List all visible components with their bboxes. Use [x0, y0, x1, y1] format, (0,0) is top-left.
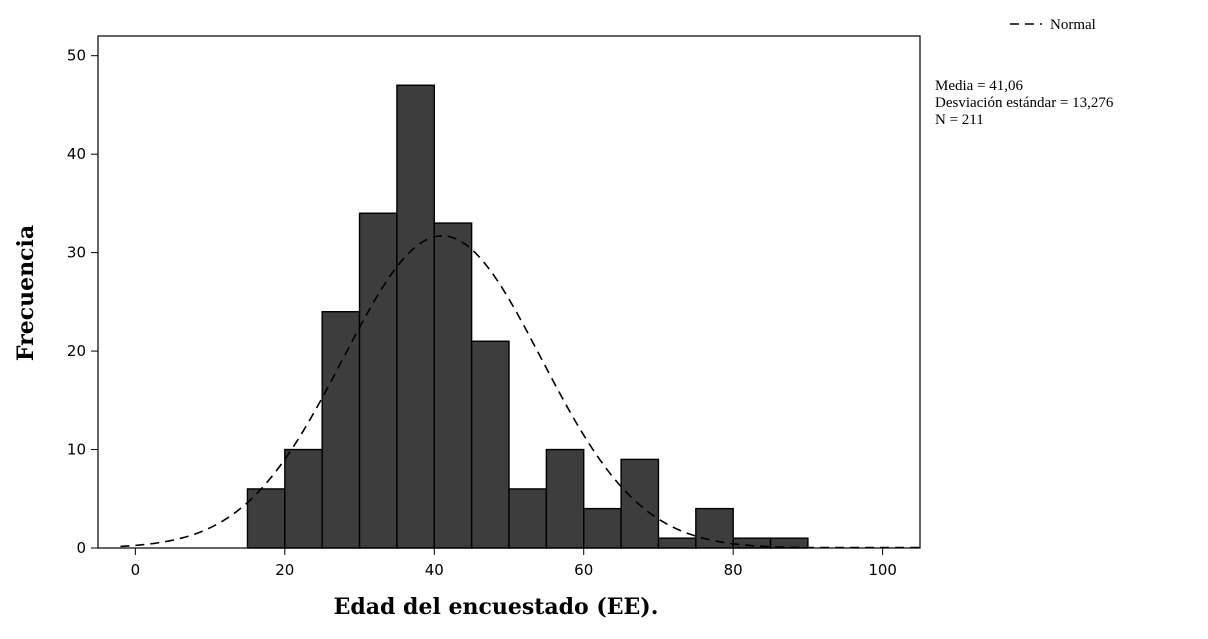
histogram-bar-12 [695, 507, 734, 549]
stats-mean: Media = 41,06 [935, 78, 1024, 94]
x-tick-label-100: 100 [868, 561, 897, 579]
histogram-bar-0 [246, 488, 286, 549]
histogram-bars [246, 84, 809, 549]
histogram-bar-7 [508, 488, 548, 549]
y-tick-label-50: 50 [67, 47, 86, 65]
x-axis-title: Edad del encuestado (EE). [334, 594, 659, 620]
y-axis: 0 10 20 30 40 50 [67, 47, 98, 557]
plot-frame [97, 35, 921, 549]
x-tick-label-20: 20 [275, 561, 294, 579]
histogram-bar-5 [433, 222, 473, 549]
histogram-bar-9 [583, 507, 622, 549]
y-tick-label-20: 20 [67, 342, 86, 360]
histogram-bar-6 [470, 340, 510, 549]
histogram-bar-3 [358, 212, 398, 549]
stats-n: N = 211 [935, 112, 984, 128]
y-tick-label-30: 30 [67, 244, 86, 262]
y-axis-title: Frecuencia [13, 225, 39, 361]
histogram-bar-1 [284, 448, 323, 549]
x-tick-label-80: 80 [724, 561, 743, 579]
x-tick-label-60: 60 [574, 561, 593, 579]
normal-curve [120, 235, 920, 549]
x-tick-label-40: 40 [425, 561, 444, 579]
legend: Normal [1010, 17, 1096, 33]
y-tick-label-40: 40 [67, 145, 86, 163]
stats-box: Media = 41,06 Desviación estándar = 13,2… [935, 78, 1114, 128]
legend-label: Normal [1050, 17, 1096, 33]
histogram-bar-10 [620, 458, 660, 549]
histogram-bar-11 [657, 537, 697, 549]
y-tick-label-0: 0 [76, 539, 86, 557]
histogram-bar-8 [545, 448, 585, 549]
histogram-bar-2 [321, 310, 361, 549]
stats-std-dev: Desviación estándar = 13,276 [935, 95, 1114, 111]
x-axis: 0 20 40 60 80 100 [131, 548, 897, 579]
x-tick-label-0: 0 [131, 561, 141, 579]
y-tick-label-10: 10 [67, 441, 86, 459]
histogram-bar-4 [396, 84, 435, 549]
